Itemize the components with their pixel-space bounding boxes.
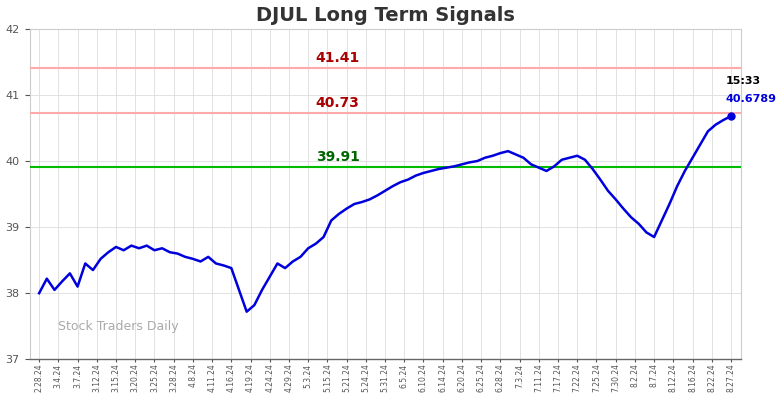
Text: 15:33: 15:33 — [725, 76, 760, 86]
Text: 41.41: 41.41 — [316, 51, 360, 64]
Text: Stock Traders Daily: Stock Traders Daily — [58, 320, 179, 333]
Text: 40.73: 40.73 — [316, 96, 360, 109]
Text: 39.91: 39.91 — [316, 150, 360, 164]
Title: DJUL Long Term Signals: DJUL Long Term Signals — [256, 6, 514, 25]
Text: 40.6789: 40.6789 — [725, 94, 776, 104]
